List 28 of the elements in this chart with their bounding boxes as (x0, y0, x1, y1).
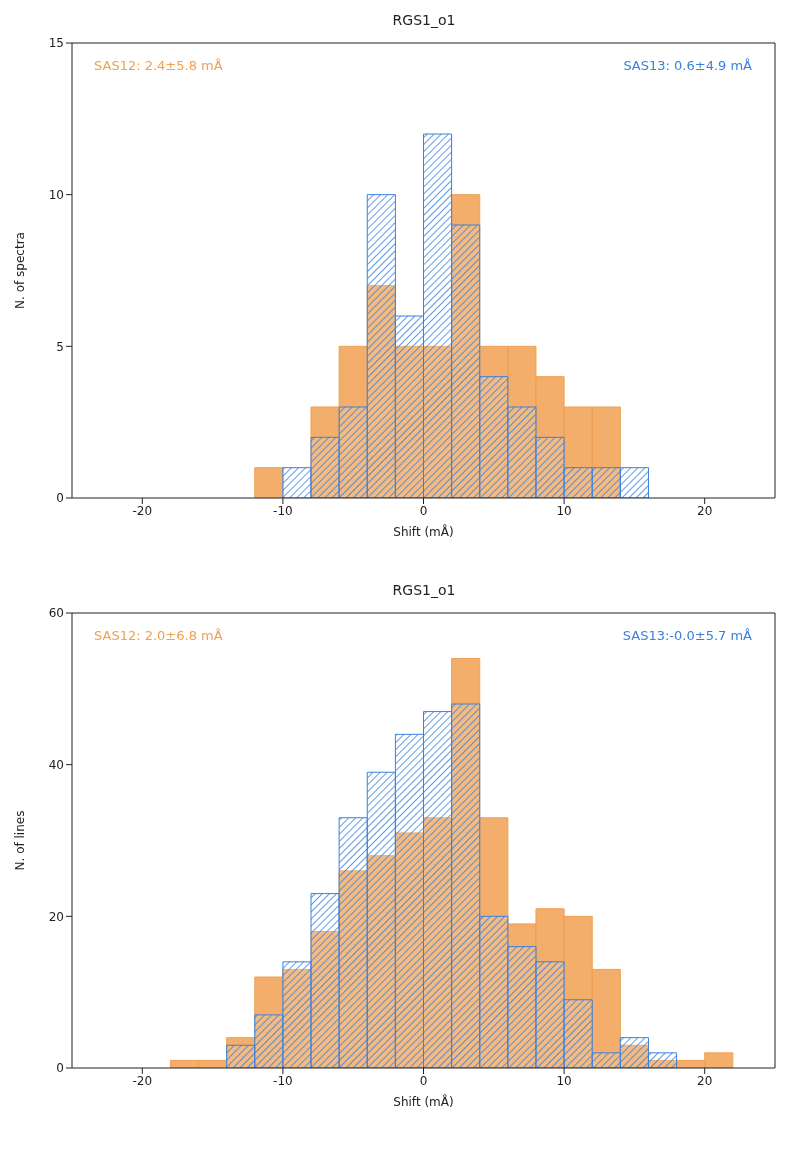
text: SAS12: 2.0±6.8 mÅ (94, 628, 223, 643)
x-tick-label: -10 (273, 1073, 293, 1088)
x-tick-label: 10 (556, 1073, 572, 1088)
y-tick-label: 0 (56, 491, 64, 506)
chart-title: RGS1_o1 (391, 12, 457, 28)
y-tick-label: 60 (48, 606, 64, 621)
x-tick-label: 0 (419, 1073, 428, 1088)
x-tick-label: -10 (273, 503, 293, 518)
y-tick-label: 5 (56, 339, 64, 354)
y-axis-title: N. of lines (13, 810, 28, 871)
x-axis-title: Shift (mÅ) (393, 1094, 454, 1109)
y-tick-label: 15 (48, 36, 64, 51)
y-tick-label: 0 (56, 1061, 64, 1076)
text: SAS13:-0.0±5.7 mÅ (622, 628, 752, 643)
text: SAS12: 2.4±5.8 mÅ (94, 58, 223, 73)
x-tick-label: -20 (132, 503, 153, 518)
x-axis-title: Shift (mÅ) (393, 524, 454, 539)
x-tick-label: -20 (132, 1073, 153, 1088)
y-tick-label: 20 (48, 909, 64, 924)
x-tick-label: 10 (556, 503, 572, 518)
y-tick-label: 10 (48, 187, 64, 202)
x-tick-label: 20 (697, 1073, 713, 1088)
x-tick-label: 0 (419, 503, 428, 518)
y-axis-title: N. of spectra (13, 232, 28, 309)
chart-title: RGS1_o1 (391, 582, 457, 598)
text: SAS13: 0.6±4.9 mÅ (623, 58, 752, 73)
x-tick-label: 20 (697, 503, 713, 518)
y-tick-label: 40 (48, 757, 64, 772)
